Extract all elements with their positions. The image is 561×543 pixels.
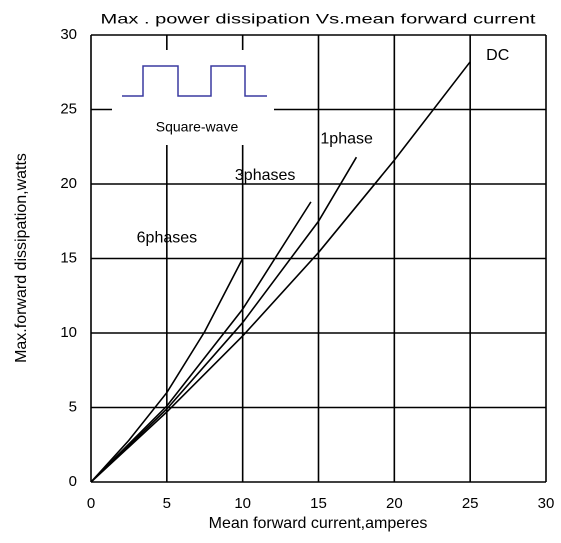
series-label: DC (486, 47, 509, 64)
square-wave (122, 65, 267, 97)
x-tick-label: 25 (462, 495, 479, 512)
series-label: 1phase (320, 130, 373, 147)
y-tick-label: 25 (60, 100, 77, 117)
inset-box (112, 50, 274, 145)
series-line (90, 201, 312, 483)
x-tick-label: 0 (87, 495, 95, 512)
lines: DC 1phase 3phases 6phases (90, 47, 509, 483)
inset-label: Square-wave (156, 119, 239, 135)
y-tick-label: 0 (69, 473, 77, 490)
y-axis-label: Max.forward dissipation,watts (13, 153, 30, 363)
series-line (90, 61, 471, 483)
grid (90, 34, 547, 483)
y-tick-label: 10 (60, 324, 77, 341)
y-tick-label: 5 (69, 398, 77, 415)
y-tick-label: 15 (60, 249, 77, 266)
series-line (90, 156, 358, 483)
x-axis-label: Mean forward current,amperes (209, 515, 428, 532)
x-tick-label: 20 (386, 495, 403, 512)
x-tick-label: 5 (163, 495, 171, 512)
series-label: 6phases (137, 230, 198, 247)
x-tick-label: 30 (538, 495, 555, 512)
x-tick-label: 10 (234, 495, 251, 512)
series-line (90, 258, 244, 483)
y-tick-label: 30 (60, 26, 77, 43)
x-tick-label: 15 (310, 495, 327, 512)
series-label: 3phases (235, 167, 296, 184)
chart-title: Max . power dissipation Vs.mean forward … (101, 11, 536, 27)
y-tick-label: 20 (60, 175, 77, 192)
